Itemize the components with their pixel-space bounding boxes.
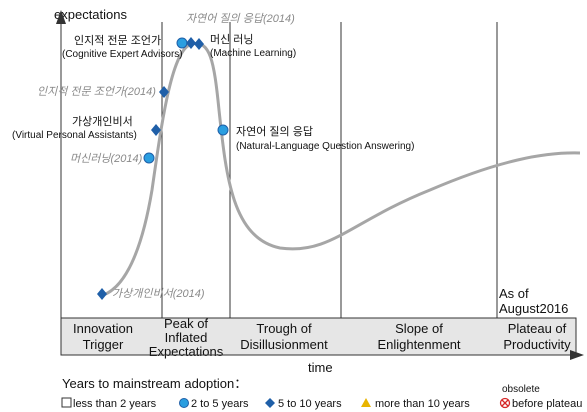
label-nl-en: (Natural-Language Question Answering) bbox=[236, 141, 414, 152]
marker-cea bbox=[176, 37, 188, 49]
hype-curve bbox=[99, 42, 581, 298]
as-of-line2: August2016 bbox=[499, 301, 568, 316]
label-vpa-en: (Virtual Personal Assistants) bbox=[12, 130, 137, 141]
phase-trough-line2: Disillusionment bbox=[240, 337, 328, 352]
phase-trough-line1: Trough of bbox=[256, 321, 312, 336]
legend-obsolete: obsolete bbox=[502, 384, 540, 395]
label-nl-ko: 자연어 질의 응답 bbox=[236, 125, 313, 138]
phase-peak-line1: Peak of bbox=[164, 316, 208, 331]
phase-plateau-line1: Plateau of bbox=[508, 321, 567, 336]
legend-item-5: before plateau bbox=[512, 398, 582, 410]
y-axis-arrowhead bbox=[56, 10, 66, 24]
phase-slope-line1: Slope of bbox=[395, 321, 443, 336]
phase-peak-line2: Inflated bbox=[165, 330, 208, 345]
label-ml-2014: 머신러닝(2014) bbox=[70, 152, 143, 165]
marker-ml-diamond-2 bbox=[194, 38, 204, 50]
legend-title: Years to mainstream adoption： bbox=[62, 376, 247, 391]
legend-item-2: 2 to 5 years bbox=[191, 398, 249, 410]
legend-item-3: 5 to 10 years bbox=[278, 398, 342, 410]
label-ml-en: (Machine Learning) bbox=[210, 48, 296, 59]
marker-vpa-2014 bbox=[97, 288, 107, 300]
label-vpa-ko: 가상개인비서 bbox=[72, 115, 133, 128]
label-cea-ko: 인지적 전문 조언가 bbox=[74, 34, 161, 47]
marker-ml-2014 bbox=[143, 152, 155, 164]
y-axis-label: expectations bbox=[54, 7, 127, 22]
legend-diamond-icon bbox=[265, 398, 275, 408]
as-of-line1: As of bbox=[499, 286, 529, 301]
label-cea-2014: 인지적 전문 조언가(2014) bbox=[37, 85, 156, 98]
phase-peak-line3: Expectations bbox=[149, 344, 224, 359]
marker-ml-diamond-1 bbox=[186, 37, 196, 49]
legend-crossed-circle-icon bbox=[499, 397, 511, 409]
phase-innovation-line2: Trigger bbox=[83, 337, 124, 352]
label-nl-2014: 자연어 질의 응답(2014) bbox=[186, 12, 295, 25]
marker-nl bbox=[217, 124, 229, 136]
label-cea-en: (Cognitive Expert Advisors) bbox=[62, 49, 183, 60]
legend-square-icon bbox=[61, 397, 72, 408]
marker-cea-2014 bbox=[159, 86, 169, 98]
phase-slope-line2: Enlightenment bbox=[377, 337, 460, 352]
marker-vpa bbox=[151, 124, 161, 136]
label-vpa-2014: 가상개인비서(2014) bbox=[112, 287, 205, 300]
phase-plateau-line2: Productivity bbox=[503, 337, 571, 352]
legend-circle-icon bbox=[179, 398, 189, 408]
legend-item-4: more than 10 years bbox=[375, 398, 470, 410]
phase-innovation-line1: Innovation bbox=[73, 321, 133, 336]
label-ml-ko: 머신 러닝 bbox=[210, 33, 254, 46]
x-axis-arrowhead bbox=[570, 350, 584, 360]
x-axis-label: time bbox=[308, 360, 333, 375]
legend-triangle-icon bbox=[361, 398, 371, 407]
legend-item-1: less than 2 years bbox=[73, 398, 157, 410]
